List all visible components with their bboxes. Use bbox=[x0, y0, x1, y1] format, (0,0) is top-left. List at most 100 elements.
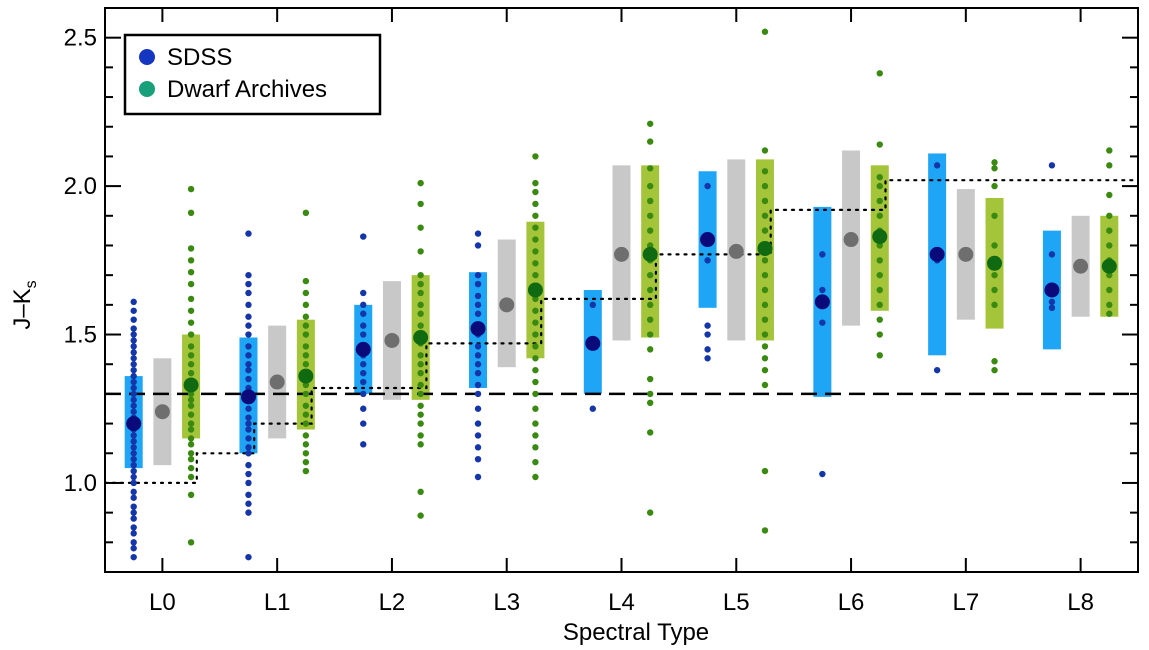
y-tick-label-0: 1.0 bbox=[64, 470, 97, 497]
archive-point-L2-23 bbox=[417, 179, 424, 187]
sdss-point-L1-27 bbox=[245, 280, 252, 288]
sdss-point-L0-38 bbox=[130, 307, 137, 314]
archive-point-L0-19 bbox=[187, 343, 195, 350]
archive-mean-L1 bbox=[298, 368, 314, 384]
sdss-point-L0-7 bbox=[130, 503, 137, 510]
archive-point-L3-22 bbox=[532, 200, 539, 208]
sdss-point-L3-7 bbox=[474, 381, 482, 389]
sdss-mean-L5 bbox=[700, 232, 716, 248]
sdss-point-L1-7 bbox=[245, 450, 252, 457]
archive-point-L2-20 bbox=[417, 248, 424, 255]
archive-point-L1-8 bbox=[302, 390, 310, 398]
archive-mean-L5 bbox=[757, 240, 773, 256]
archive-point-L2-1 bbox=[417, 488, 424, 496]
sdss-point-L0-9 bbox=[130, 488, 137, 496]
archive-mean-L8 bbox=[1101, 258, 1117, 274]
sdss-mean-L1 bbox=[240, 389, 256, 405]
archive-point-L3-25 bbox=[532, 153, 539, 160]
sdss-point-L2-6 bbox=[360, 361, 367, 368]
archive-point-L1-2 bbox=[302, 450, 310, 457]
archive-point-L1-0 bbox=[302, 467, 310, 475]
archive-point-L6-3 bbox=[876, 301, 883, 309]
archive-point-L1-13 bbox=[302, 343, 310, 350]
sdss-point-L0-6 bbox=[130, 509, 137, 516]
sdss-point-L3-8 bbox=[474, 369, 482, 377]
archive-point-L3-23 bbox=[532, 188, 539, 196]
archive-point-L1-3 bbox=[302, 441, 310, 448]
sdss-point-L3-14 bbox=[474, 310, 482, 317]
archive-point-L2-3 bbox=[417, 432, 424, 439]
archive-point-L2-21 bbox=[417, 224, 424, 231]
sdss-point-L3-1 bbox=[474, 456, 482, 463]
archive-point-L3-10 bbox=[532, 343, 539, 350]
archive-point-L5-11 bbox=[761, 257, 769, 264]
archive-point-L4-6 bbox=[646, 331, 654, 338]
archive-point-L0-24 bbox=[187, 280, 195, 288]
archive-point-L0-0 bbox=[187, 539, 195, 546]
sdss-point-L3-2 bbox=[474, 444, 482, 451]
archive-point-L3-20 bbox=[532, 224, 539, 231]
sdss-mean-L6 bbox=[814, 294, 830, 310]
archive-point-L5-1 bbox=[761, 467, 769, 475]
sdss-mean-L4 bbox=[585, 335, 601, 351]
archive-mean-L7 bbox=[987, 255, 1003, 271]
x-tick-label-L6: L6 bbox=[838, 589, 865, 616]
archive-point-L0-12 bbox=[187, 396, 195, 404]
sdss-point-L2-12 bbox=[360, 301, 367, 309]
archive-point-L6-6 bbox=[876, 257, 883, 264]
sdss-point-L8-4 bbox=[1048, 162, 1056, 169]
archive-mean-L3 bbox=[527, 282, 543, 298]
archive-point-L3-2 bbox=[532, 444, 539, 451]
sdss-point-L3-19 bbox=[474, 242, 482, 249]
archive-point-L5-7 bbox=[761, 316, 769, 323]
archive-point-L8-6 bbox=[1106, 227, 1113, 234]
sdss-point-L0-37 bbox=[130, 316, 137, 323]
sdss-point-L1-18 bbox=[245, 366, 252, 374]
sdss-point-L0-31 bbox=[130, 355, 137, 362]
archive-point-L1-6 bbox=[302, 411, 310, 418]
combined-mean-L5 bbox=[728, 243, 744, 259]
step-dotted-line bbox=[103, 179, 1140, 484]
sdss-point-L0-30 bbox=[130, 361, 137, 368]
axis-ticks bbox=[105, 7, 1138, 572]
sdss-point-L1-21 bbox=[245, 343, 252, 350]
archive-point-L7-1 bbox=[991, 358, 998, 365]
sdss-point-L0-13 bbox=[130, 461, 137, 469]
sdss-point-L3-15 bbox=[474, 301, 482, 309]
sdss-point-L0-22 bbox=[130, 408, 137, 415]
sdss-point-L1-12 bbox=[245, 414, 252, 421]
archive-point-L8-8 bbox=[1106, 191, 1113, 199]
archive-point-L2-2 bbox=[417, 441, 424, 448]
archive-point-L6-9 bbox=[876, 212, 883, 219]
archive-point-L2-5 bbox=[417, 411, 424, 418]
sdss-point-L1-22 bbox=[245, 331, 252, 338]
archive-point-L3-4 bbox=[532, 420, 539, 427]
archive-point-L1-4 bbox=[302, 432, 310, 439]
sdss-point-L1-23 bbox=[245, 322, 252, 329]
archive-point-L2-16 bbox=[417, 301, 424, 309]
archive-point-L1-15 bbox=[302, 322, 310, 329]
sdss-point-L2-1 bbox=[360, 420, 367, 427]
archive-point-L5-6 bbox=[761, 331, 769, 338]
archive-point-L4-19 bbox=[646, 120, 654, 127]
sdss-point-L5-0 bbox=[704, 355, 711, 362]
archive-point-L3-5 bbox=[532, 405, 539, 412]
archive-mean-L4 bbox=[642, 246, 658, 262]
archive-point-L7-6 bbox=[991, 242, 998, 249]
sdss-point-L0-3 bbox=[130, 530, 137, 537]
archive-point-L1-5 bbox=[302, 420, 310, 427]
archive-point-L0-20 bbox=[187, 331, 195, 338]
sdss-point-L0-15 bbox=[130, 450, 137, 457]
archive-point-L7-7 bbox=[991, 212, 998, 219]
archive-point-L2-18 bbox=[417, 280, 424, 288]
archive-point-L0-9 bbox=[187, 420, 195, 427]
combined-mean-L6 bbox=[843, 232, 859, 248]
y-axis-label: J–Ks bbox=[9, 280, 40, 329]
archive-point-L0-26 bbox=[187, 257, 195, 264]
sdss-point-L1-29 bbox=[245, 230, 252, 237]
archive-point-L0-23 bbox=[187, 295, 195, 303]
archive-point-L3-16 bbox=[532, 271, 539, 279]
archive-point-L4-10 bbox=[646, 271, 654, 279]
sdss-point-L0-12 bbox=[130, 467, 137, 475]
archive-point-L4-7 bbox=[646, 316, 654, 323]
